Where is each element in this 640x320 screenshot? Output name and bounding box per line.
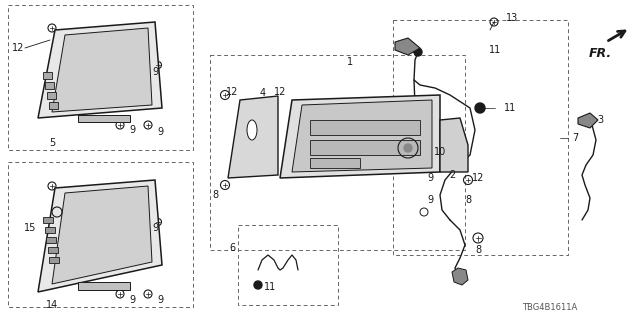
Polygon shape bbox=[38, 22, 162, 118]
Circle shape bbox=[404, 144, 412, 152]
Bar bbox=[47, 92, 56, 99]
Text: 7: 7 bbox=[572, 133, 578, 143]
Text: FR.: FR. bbox=[588, 47, 612, 60]
Bar bbox=[49, 257, 59, 263]
Text: 9: 9 bbox=[129, 295, 135, 305]
Bar bbox=[310, 158, 360, 168]
Circle shape bbox=[451, 151, 459, 159]
Text: 10: 10 bbox=[390, 150, 402, 160]
Polygon shape bbox=[440, 118, 468, 172]
Text: 15: 15 bbox=[24, 223, 36, 233]
Polygon shape bbox=[228, 96, 278, 178]
Polygon shape bbox=[78, 115, 130, 122]
Text: 12: 12 bbox=[12, 43, 24, 53]
Bar bbox=[45, 227, 54, 233]
Text: 3: 3 bbox=[597, 115, 603, 125]
Bar bbox=[8, 162, 193, 307]
Polygon shape bbox=[52, 186, 152, 284]
Bar bbox=[310, 120, 420, 135]
Text: 12: 12 bbox=[226, 87, 238, 97]
Text: 1: 1 bbox=[347, 57, 353, 67]
Text: 9: 9 bbox=[152, 67, 158, 77]
Circle shape bbox=[475, 103, 485, 113]
Bar bbox=[43, 72, 52, 79]
Bar bbox=[46, 237, 56, 243]
Bar bbox=[210, 55, 465, 250]
Polygon shape bbox=[395, 38, 420, 55]
Text: 4: 4 bbox=[260, 88, 266, 98]
Polygon shape bbox=[78, 282, 130, 290]
Polygon shape bbox=[578, 113, 598, 128]
Bar bbox=[47, 247, 58, 253]
Text: 9: 9 bbox=[152, 223, 158, 233]
Text: 8: 8 bbox=[465, 195, 471, 205]
Text: 5: 5 bbox=[49, 138, 55, 148]
Text: 11: 11 bbox=[264, 282, 276, 292]
Polygon shape bbox=[52, 28, 152, 112]
Text: 9: 9 bbox=[427, 173, 433, 183]
Polygon shape bbox=[38, 180, 162, 292]
Text: 9: 9 bbox=[129, 125, 135, 135]
Circle shape bbox=[254, 281, 262, 289]
Text: 9: 9 bbox=[427, 195, 433, 205]
Text: 6: 6 bbox=[229, 243, 235, 253]
Text: 11: 11 bbox=[504, 103, 516, 113]
Bar bbox=[49, 102, 58, 109]
Bar bbox=[43, 217, 53, 223]
Text: 11: 11 bbox=[489, 45, 501, 55]
Bar bbox=[45, 82, 54, 89]
Polygon shape bbox=[292, 100, 432, 172]
Bar bbox=[238, 225, 338, 305]
Bar bbox=[8, 5, 193, 150]
Bar bbox=[393, 20, 568, 255]
Text: 9: 9 bbox=[157, 127, 163, 137]
Text: TBG4B1611A: TBG4B1611A bbox=[522, 303, 578, 313]
Circle shape bbox=[414, 48, 422, 56]
Ellipse shape bbox=[247, 120, 257, 140]
Text: 8: 8 bbox=[475, 245, 481, 255]
Text: 12: 12 bbox=[274, 87, 286, 97]
Polygon shape bbox=[452, 268, 468, 285]
Text: 12: 12 bbox=[472, 173, 484, 183]
Text: 14: 14 bbox=[46, 300, 58, 310]
Text: 9: 9 bbox=[157, 295, 163, 305]
Text: 13: 13 bbox=[506, 13, 518, 23]
Text: 2: 2 bbox=[449, 170, 455, 180]
Text: 10: 10 bbox=[434, 147, 446, 157]
Polygon shape bbox=[280, 95, 440, 178]
Bar bbox=[310, 140, 420, 155]
Text: 8: 8 bbox=[212, 190, 218, 200]
